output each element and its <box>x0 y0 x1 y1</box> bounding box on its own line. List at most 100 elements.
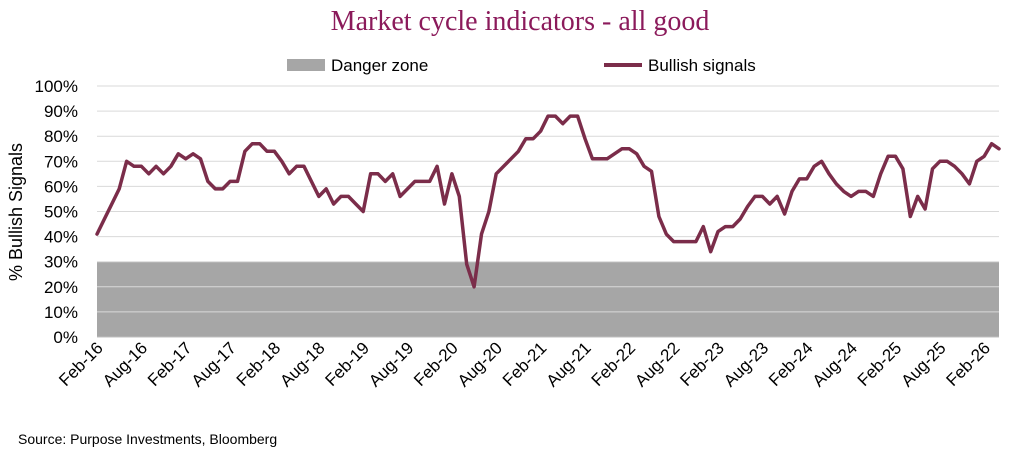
data-point <box>525 137 527 140</box>
data-point <box>147 173 150 175</box>
data-point <box>369 173 372 175</box>
data-point <box>872 195 875 198</box>
data-point <box>732 225 734 228</box>
data-point <box>162 173 165 175</box>
data-point <box>332 203 335 205</box>
y-tick-label: 100% <box>35 77 78 96</box>
data-point <box>791 190 793 193</box>
y-tick-label: 90% <box>44 102 78 121</box>
data-point <box>443 203 446 205</box>
data-point <box>961 173 963 175</box>
x-tick-label: Feb-22 <box>588 338 640 390</box>
data-point <box>266 150 268 153</box>
data-point <box>436 165 438 168</box>
y-tick-label: 60% <box>44 177 78 196</box>
data-point <box>783 213 786 215</box>
data-point <box>465 263 468 266</box>
y-tick-label: 50% <box>44 203 78 222</box>
data-point <box>488 210 490 213</box>
data-point <box>606 157 608 160</box>
data-point <box>983 155 986 158</box>
data-point <box>391 173 394 175</box>
x-tick-label: Feb-24 <box>765 338 817 390</box>
data-point <box>879 173 882 175</box>
data-point <box>125 160 128 163</box>
data-point <box>643 165 645 168</box>
data-point <box>598 157 601 160</box>
data-point <box>140 165 143 168</box>
data-point <box>221 188 224 190</box>
y-axis-title: % Bullish Signals <box>6 143 26 281</box>
data-point <box>199 157 202 160</box>
data-point <box>998 147 1000 150</box>
data-point <box>990 142 993 145</box>
data-point <box>569 115 571 117</box>
data-point <box>850 195 852 198</box>
data-point <box>118 188 120 190</box>
data-point <box>421 180 424 183</box>
data-point <box>170 165 172 168</box>
x-tick-label: Aug-23 <box>720 338 772 390</box>
data-point <box>650 170 653 173</box>
data-point <box>709 250 712 253</box>
data-point <box>613 152 616 155</box>
data-point <box>273 150 276 153</box>
data-point <box>103 218 106 220</box>
data-point <box>813 165 815 168</box>
x-tick-label: Aug-20 <box>454 338 506 390</box>
data-point <box>244 150 246 153</box>
data-point <box>177 152 180 155</box>
series-line-bullish-signals <box>95 114 1001 289</box>
data-point <box>576 115 579 117</box>
x-tick-label: Feb-25 <box>854 338 906 390</box>
data-point <box>207 180 209 183</box>
data-point <box>495 173 498 175</box>
legend-swatch-danger-zone <box>287 59 325 71</box>
data-point <box>318 195 320 198</box>
data-point <box>192 152 194 155</box>
data-point <box>251 142 254 145</box>
x-tick-label: Feb-23 <box>676 338 728 390</box>
data-point <box>354 203 357 205</box>
data-point <box>451 173 453 175</box>
data-point <box>377 173 379 175</box>
data-point <box>236 180 239 183</box>
data-point <box>406 188 409 190</box>
x-tick-label: Feb-17 <box>144 338 196 390</box>
data-point <box>665 233 668 235</box>
data-point <box>968 183 971 185</box>
legend: Danger zone Bullish signals <box>287 56 756 75</box>
data-point <box>480 233 483 235</box>
legend-label-danger-zone: Danger zone <box>331 56 428 75</box>
x-tick-label: Aug-17 <box>188 338 240 390</box>
data-point <box>258 142 261 145</box>
data-point <box>946 160 949 163</box>
data-point <box>155 165 157 168</box>
data-point <box>931 168 934 170</box>
y-tick-label: 80% <box>44 127 78 146</box>
data-point <box>621 147 623 150</box>
data-point <box>894 155 897 158</box>
data-point <box>591 157 594 160</box>
x-tick-label: Aug-21 <box>543 338 595 390</box>
data-point <box>96 233 98 235</box>
y-tick-label: 30% <box>44 253 78 272</box>
data-point <box>303 165 305 168</box>
data-point <box>310 180 313 183</box>
data-point <box>672 240 675 243</box>
y-tick-label: 40% <box>44 228 78 247</box>
data-point <box>347 195 350 198</box>
x-tick-label: Aug-16 <box>99 338 151 390</box>
data-point <box>635 152 638 155</box>
data-point <box>761 195 764 198</box>
x-tick-label: Feb-19 <box>321 338 373 390</box>
x-tick-label: Feb-20 <box>410 338 462 390</box>
data-point <box>746 205 749 208</box>
data-point <box>384 180 387 183</box>
data-point <box>687 240 690 243</box>
x-tick-label: Aug-18 <box>276 338 328 390</box>
data-point <box>702 225 705 228</box>
data-point <box>133 165 135 168</box>
data-point <box>916 195 919 198</box>
data-point <box>539 130 542 132</box>
